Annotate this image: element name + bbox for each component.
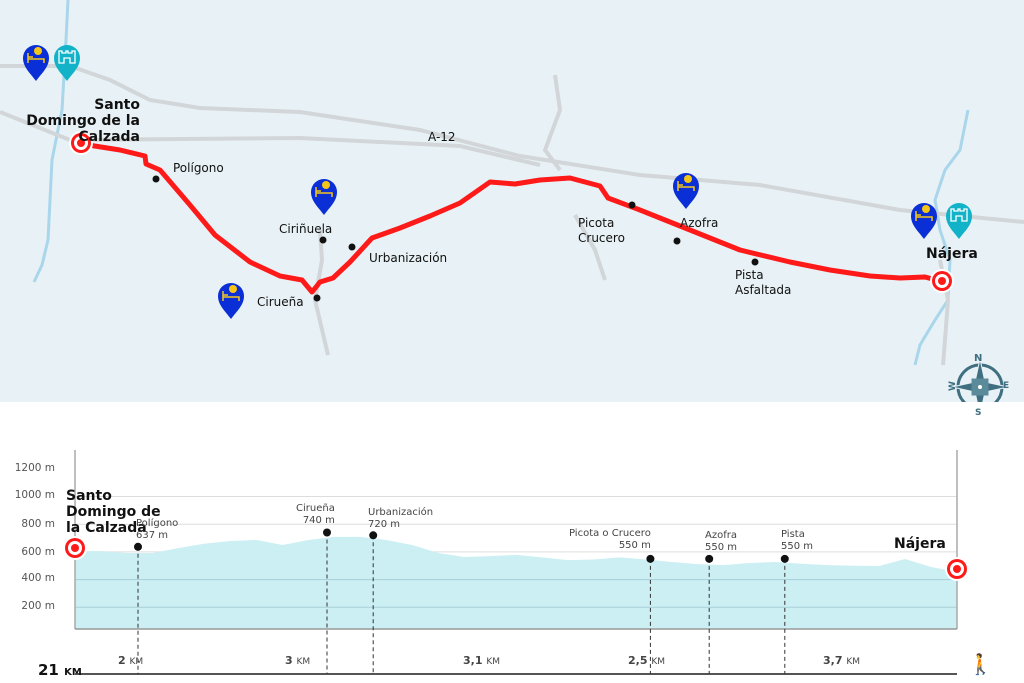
shell-icon [322,181,330,189]
waypoint-label: Azofra 550 m [705,530,738,553]
castle-monument-pin [946,203,972,239]
road-label: A-12 [428,130,456,144]
y-tick: 800 m [21,518,55,530]
pin-shape-icon [54,45,80,81]
segment-distance: 2,5 KM [628,654,666,667]
y-tick: 400 m [21,572,55,584]
compass-n: N [974,353,983,364]
albergue-bed-shell-pin [673,173,699,209]
castle-icon [58,50,76,64]
endpoint-marker [953,565,961,573]
segment-distance: 3 KM [285,654,311,667]
pin-shape-icon [911,203,937,239]
hiker-icon: 🚶 [968,652,993,676]
endpoint-marker [71,544,79,552]
compass-s: S [975,408,982,418]
elevation-area [75,536,957,629]
waypoint-label: Picota o Crucero 550 m [569,528,651,551]
segment-distance: 2 KM [118,654,144,667]
albergue-bed-shell-pin [218,283,244,319]
waypoint-label: Pista 550 m [781,529,814,552]
pin-shape-icon [218,283,244,319]
waypoint-dot [705,554,714,563]
pin-shape-icon [311,179,337,215]
waypoint-label: Polígono 637 m [136,518,179,541]
bed-icon [222,291,240,301]
albergue-bed-shell-pin [23,45,49,81]
castle-monument-pin [54,45,80,81]
shell-icon [34,47,42,55]
place-azofra: Azofra [680,216,719,230]
route-line [81,141,941,295]
profile-end-town: Nájera [894,536,946,552]
total-distance: 21 KM [38,661,82,679]
map-layers [0,0,1024,402]
endpoint-markers [69,131,954,293]
bed-icon [315,187,333,197]
compass-e: E [1003,381,1010,391]
y-tick: 600 m [21,546,55,558]
bed-icon [27,53,45,63]
place-dots [152,175,759,302]
route-map: N E S W Santo Domingo de la Calzada Náje… [0,0,1024,418]
y-tick: 1200 m [14,462,55,474]
segment-distance: 3,1 KM [463,654,501,667]
pins [23,45,972,319]
map-end-town: Nájera [926,246,978,262]
profile-start-town: Santo Domingo de la Calzada [66,488,161,536]
waypoint-dot [369,531,378,540]
waypoint-dot [646,554,655,563]
albergue-bed-shell-pin [911,203,937,239]
pin-shape-icon [23,45,49,81]
segment-distance: 3,7 KM [823,654,861,667]
shell-icon [684,175,692,183]
shell-icon [229,285,237,293]
compass-rose-icon [951,358,1009,402]
bed-icon [677,181,695,191]
y-tick: 1000 m [14,489,55,501]
place-ciruena: Cirueña [257,295,304,309]
waypoint-label: Urbanización 720 m [368,507,434,530]
map-start-town: Santo Domingo de la Calzada [26,97,140,145]
place-urbanizacion: Urbanización [369,251,448,265]
waypoint-dot [323,528,331,537]
place-pista: Pista Asfaltada [735,268,792,297]
shell-icon [922,205,930,213]
waypoint-dot [780,554,789,563]
waypoint-label: Cirueña 740 m [296,503,335,526]
y-tick: 200 m [21,600,55,612]
place-cirinuela: Ciriñuela [279,222,333,236]
albergue-bed-shell-pin [311,179,337,215]
waypoint-dot [134,542,142,551]
bed-icon [915,211,933,221]
castle-icon [950,208,968,222]
pin-shape-icon [673,173,699,209]
place-picota: Picota Crucero [578,216,625,245]
pin-shape-icon [946,203,972,239]
place-poligono: Polígono [173,161,224,175]
